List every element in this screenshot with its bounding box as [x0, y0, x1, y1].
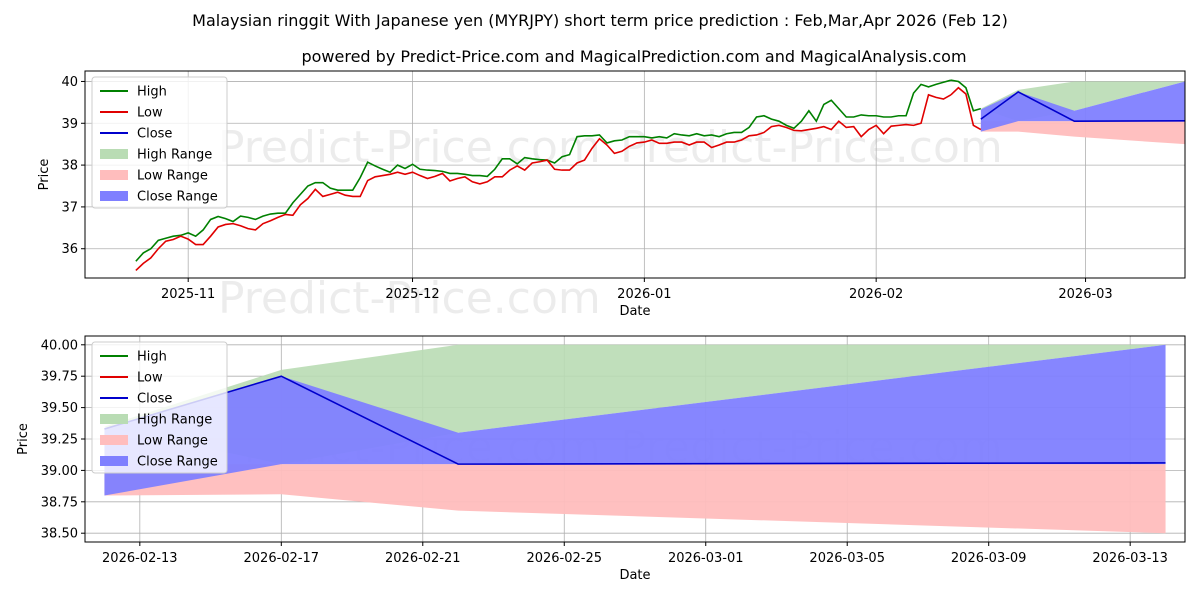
chart-subtitle: powered by Predict-Price.com and Magical…: [301, 47, 966, 66]
high-series-line: [135, 79, 952, 262]
close-range-band: [980, 81, 1185, 132]
watermark-text: Predict-Price.com: [218, 273, 601, 324]
y-tick-label: 40: [61, 75, 78, 90]
y-tick-label: 38: [61, 159, 78, 174]
y-tick-label: 39.00: [41, 464, 78, 479]
legend-label: Low Range: [137, 169, 208, 184]
x-tick-label: 2026-03-09: [951, 551, 1027, 566]
legend-patch-swatch: [100, 435, 128, 445]
chart-title: Malaysian ringgit With Japanese yen (MYR…: [192, 11, 1008, 30]
legend-patch-swatch: [100, 149, 128, 159]
legend-label: Close: [137, 392, 172, 407]
close-range-band: [104, 344, 1166, 496]
low-range-band: [980, 121, 1185, 145]
legend-label: Low: [137, 371, 163, 386]
legend-label: Low Range: [137, 434, 208, 449]
y-tick-label: 37: [61, 200, 78, 215]
legend-label: High: [137, 85, 167, 100]
x-tick-label: 2026-03-01: [668, 551, 744, 566]
legend-label: Low: [137, 106, 163, 121]
legend: High Low Close High Range Low Range Close Ran…: [91, 76, 228, 209]
plot-area: [135, 79, 1185, 272]
y-tick-label: 39.75: [41, 370, 78, 385]
watermark-text: Predict-Price.com: [620, 122, 1003, 173]
y-tick-label: 38.75: [41, 495, 78, 510]
high-series-line: [950, 79, 982, 112]
forecast-panel: Predict-Price.comPredict-Price.com38.503…: [16, 335, 1186, 583]
y-axis-label: Price: [37, 159, 52, 191]
x-tick-label: 2026-01: [617, 287, 671, 302]
axes-frame: [84, 70, 1186, 279]
plot-area: [104, 344, 1166, 534]
y-tick-label: 39.50: [41, 401, 78, 416]
legend-label: Close Range: [137, 190, 218, 205]
x-tick-label: 2025-12: [385, 287, 439, 302]
y-tick-label: 39: [61, 117, 78, 132]
legend: High Low Close High Range Low Range Close Ran…: [91, 341, 228, 474]
history-panel: Predict-Price.com Predict-Price.com Predic…: [37, 70, 1186, 324]
x-tick-label: 2026-02-17: [244, 551, 320, 566]
legend-patch-swatch: [100, 170, 128, 180]
y-tick-label: 36: [61, 242, 78, 257]
low-series-line: [135, 93, 952, 272]
x-tick-label: 2026-02-13: [102, 551, 178, 566]
close-series-line: [980, 90, 1185, 122]
x-tick-label: 2026-02-25: [526, 551, 602, 566]
x-tick-label: 2025-11: [161, 287, 215, 302]
legend-label: Close Range: [137, 455, 218, 470]
watermark-text: Predict-Price.com: [218, 122, 601, 173]
y-tick-label: 39.25: [41, 433, 78, 448]
y-tick-label: 38.50: [41, 527, 78, 542]
low-range-band: [104, 464, 1166, 534]
legend-label: High Range: [137, 413, 212, 428]
x-axis-label: Date: [619, 304, 650, 319]
legend-label: Close: [137, 127, 172, 142]
legend-label: High: [137, 350, 167, 365]
low-series-line: [950, 86, 982, 131]
legend-patch-swatch: [100, 456, 128, 466]
x-tick-label: 2026-03: [1058, 287, 1112, 302]
x-tick-label: 2026-03-05: [809, 551, 885, 566]
x-tick-label: 2026-02: [849, 287, 903, 302]
x-axis-label: Date: [619, 568, 650, 583]
legend-label: High Range: [137, 148, 212, 163]
x-tick-label: 2026-02-21: [385, 551, 461, 566]
x-tick-label: 2026-03-13: [1092, 551, 1168, 566]
y-tick-label: 40.00: [41, 338, 78, 353]
legend-patch-swatch: [100, 414, 128, 424]
legend-patch-swatch: [100, 191, 128, 201]
y-axis-label: Price: [16, 423, 31, 455]
